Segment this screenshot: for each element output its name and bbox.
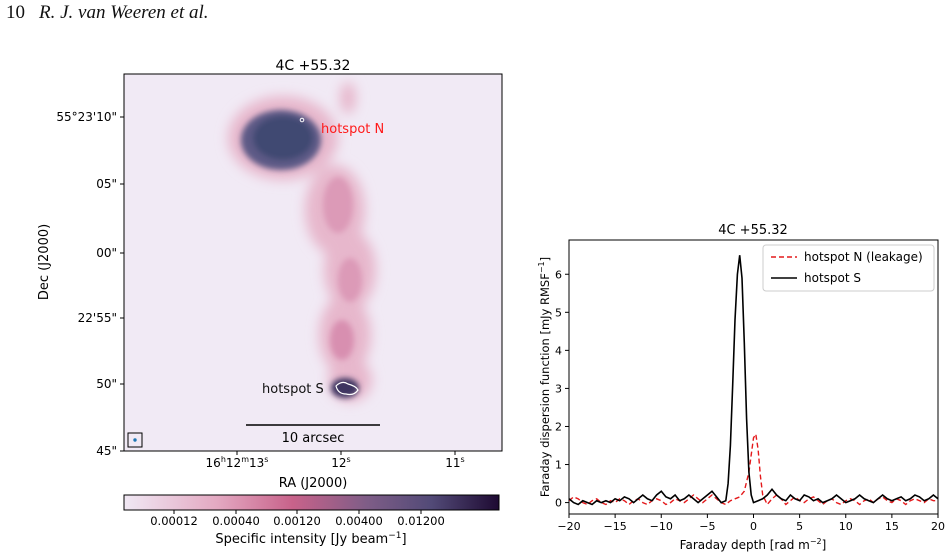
hotspot-s-contour — [335, 381, 359, 396]
author-line: R. J. van Weeren et al. — [39, 2, 209, 23]
colorbar-tick-label: 0.01200 — [397, 514, 445, 528]
x-tick-label: 15 — [885, 520, 899, 533]
colorbar-tick-label: 0.00400 — [335, 514, 383, 528]
colorbar-ticks — [173, 510, 422, 514]
x-tick-label: 20 — [931, 520, 945, 533]
image-frame — [123, 73, 503, 452]
colorbar — [123, 494, 500, 511]
x-tick-label: −10 — [650, 520, 673, 533]
x-tick-label: 10 — [839, 520, 853, 533]
legend-box — [762, 244, 935, 292]
page-header: 10 R. J. van Weeren et al. — [6, 2, 209, 24]
x-tick-label: −15 — [604, 520, 627, 533]
dec-tick-label: 00" — [96, 246, 117, 260]
chart-title: 4C +55.32 — [718, 223, 788, 238]
beam-box — [127, 432, 143, 448]
colorbar-tick-labels: 0.00012 0.00040 0.00120 0.00400 0.01200 — [150, 514, 445, 528]
x-tick-label: 0 — [750, 520, 757, 533]
dec-axis-label: Dec (J2000) — [37, 224, 52, 300]
y-tick-label: 2 — [555, 420, 562, 433]
radio-image-panel: 4C +55.32 hotspot N — [37, 58, 503, 547]
x-tick-label: −5 — [699, 520, 715, 533]
y-tick-label: 1 — [555, 459, 562, 472]
colorbar-tick-label: 0.00120 — [273, 514, 321, 528]
radio-emission — [228, 82, 376, 402]
scale-bar-label: 10 arcsec — [282, 431, 345, 446]
y-tick-label: 0 — [555, 497, 562, 510]
dec-tick-labels: 55°23'10" 05" 00" 22'55" 50" 45" — [56, 110, 117, 458]
legend-label-hotspot-n: hotspot N (leakage) — [804, 250, 923, 264]
ra-axis-label: RA (J2000) — [279, 476, 348, 491]
dec-tick-label: 05" — [96, 177, 117, 191]
colorbar-tick-label: 0.00012 — [150, 514, 198, 528]
series-line-hotspot-s — [569, 255, 938, 506]
dec-tick-label: 22'55" — [78, 311, 117, 325]
x-axis-label: Faraday depth [rad m−2] — [680, 537, 827, 552]
colorbar-tick-label: 0.00040 — [212, 514, 260, 528]
ra-tick-label: 11s — [445, 455, 464, 470]
page-number: 10 — [6, 2, 25, 23]
image-title: 4C +55.32 — [276, 58, 351, 74]
y-tick-label: 3 — [555, 382, 562, 395]
x-ticks: −20 −15 −10 −5 0 5 10 15 20 — [557, 514, 945, 533]
y-tick-label: 5 — [555, 306, 562, 319]
legend-label-hotspot-s: hotspot S — [804, 271, 861, 285]
series-line-hotspot-n — [569, 432, 938, 506]
dec-ticks — [120, 116, 124, 452]
y-ticks: 0 1 2 3 4 5 6 — [555, 268, 569, 510]
beam-ellipse — [133, 438, 137, 442]
y-tick-label: 4 — [555, 344, 562, 357]
dec-tick-label: 45" — [96, 444, 117, 458]
hotspot-n-contour — [299, 117, 305, 123]
faraday-spectrum-chart: 4C +55.32 −20 −15 −10 −5 0 5 10 15 20 0 1 2 3 4 5 6 Fa… — [537, 223, 945, 552]
dec-tick-label: 55°23'10" — [56, 110, 117, 124]
ra-tick-label: 12s — [331, 455, 350, 470]
hotspot-n-label: hotspot N — [321, 122, 384, 137]
y-tick-label: 6 — [555, 268, 562, 281]
ra-ticks — [236, 451, 456, 455]
colorbar-label: Specific intensity [Jy beam−1] — [215, 531, 406, 547]
legend: hotspot N (leakage) hotspot S — [762, 244, 935, 292]
hotspot-s-label: hotspot S — [262, 382, 324, 397]
y-axis-label: Faraday dispersion function [mJy RMSF−1] — [537, 257, 552, 497]
ra-tick-label: 16h12m13s — [206, 455, 269, 470]
x-tick-label: 5 — [796, 520, 803, 533]
x-tick-label: −20 — [557, 520, 580, 533]
dec-tick-label: 50" — [96, 377, 117, 391]
